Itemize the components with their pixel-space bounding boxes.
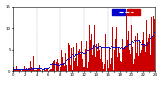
Bar [127,9,140,15]
Bar [112,9,125,15]
